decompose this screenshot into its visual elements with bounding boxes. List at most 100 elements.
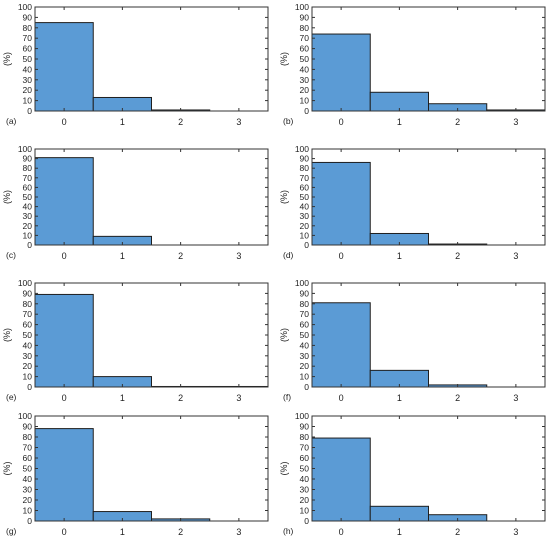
y-tick-label: 50 xyxy=(23,54,33,64)
y-tick-label: 60 xyxy=(300,320,310,330)
y-tick-label: 80 xyxy=(23,23,33,33)
y-tick-label: 20 xyxy=(300,361,310,371)
x-tick-label: 0 xyxy=(339,393,344,403)
y-tick-label: 70 xyxy=(300,33,310,43)
y-tick-label: 60 xyxy=(300,182,310,192)
y-tick-label: 80 xyxy=(23,163,33,173)
x-tick-label: 0 xyxy=(62,117,67,127)
y-tick-label: 50 xyxy=(300,54,310,64)
y-tick-label: 30 xyxy=(23,75,33,85)
y-tick-label: 0 xyxy=(304,106,309,116)
x-tick-label: 3 xyxy=(513,117,518,127)
y-tick-label: 40 xyxy=(300,340,310,350)
y-tick-label: 0 xyxy=(27,106,32,116)
y-tick-label: 40 xyxy=(300,202,310,212)
y-tick-label: 100 xyxy=(18,278,32,288)
y-tick-label: 70 xyxy=(300,309,310,319)
y-tick-label: 20 xyxy=(23,361,33,371)
bar xyxy=(34,157,94,246)
y-tick-label: 60 xyxy=(23,320,33,330)
y-tick-label: 30 xyxy=(300,211,310,221)
x-tick-label: 2 xyxy=(178,527,183,537)
y-tick-label: 10 xyxy=(23,372,33,382)
x-tick-label: 1 xyxy=(120,251,125,261)
x-tick-label: 0 xyxy=(62,527,67,537)
y-tick-label: 10 xyxy=(300,372,310,382)
y-tick-label: 90 xyxy=(300,422,310,432)
y-tick-label: 80 xyxy=(23,299,33,309)
y-tick-label: 30 xyxy=(23,485,33,495)
y-tick-label: 60 xyxy=(300,44,310,54)
panel-label: (f) xyxy=(283,392,291,402)
x-tick-label: 1 xyxy=(397,393,402,403)
y-tick-label: 0 xyxy=(27,516,32,526)
y-tick-label: 70 xyxy=(23,33,33,43)
x-tick-label: 1 xyxy=(397,117,402,127)
y-axis-label: (%) xyxy=(279,52,289,66)
x-tick-label: 3 xyxy=(513,251,518,261)
panel-label: (b) xyxy=(283,116,294,126)
y-tick-label: 20 xyxy=(300,221,310,231)
x-tick-label: 0 xyxy=(339,117,344,127)
y-tick-label: 60 xyxy=(23,453,33,463)
y-tick-label: 80 xyxy=(23,432,33,442)
x-tick-label: 1 xyxy=(120,393,125,403)
y-axis-label: (%) xyxy=(279,328,289,342)
x-tick-label: 3 xyxy=(513,527,518,537)
y-axis-label: (%) xyxy=(279,190,289,204)
y-tick-label: 100 xyxy=(295,2,309,12)
bar xyxy=(311,161,371,246)
y-tick-label: 50 xyxy=(300,192,310,202)
y-tick-label: 80 xyxy=(300,432,310,442)
y-tick-label: 100 xyxy=(18,2,32,12)
y-tick-label: 90 xyxy=(23,288,33,298)
bar xyxy=(34,22,94,112)
y-tick-label: 20 xyxy=(300,495,310,505)
panel-label: (c) xyxy=(6,250,16,260)
y-tick-label: 0 xyxy=(304,382,309,392)
y-tick-label: 10 xyxy=(300,506,310,516)
y-tick-label: 0 xyxy=(27,382,32,392)
bar xyxy=(311,302,371,388)
y-axis-label: (%) xyxy=(2,52,12,66)
panel-label: (h) xyxy=(283,526,294,536)
x-tick-label: 1 xyxy=(120,117,125,127)
bar xyxy=(311,437,371,522)
y-tick-label: 100 xyxy=(295,411,309,421)
x-tick-label: 2 xyxy=(178,393,183,403)
y-tick-label: 20 xyxy=(23,85,33,95)
x-tick-label: 0 xyxy=(62,251,67,261)
y-tick-label: 40 xyxy=(23,202,33,212)
y-tick-label: 70 xyxy=(23,173,33,183)
y-tick-label: 80 xyxy=(300,163,310,173)
y-tick-label: 90 xyxy=(300,154,310,164)
y-tick-label: 20 xyxy=(23,495,33,505)
y-tick-label: 40 xyxy=(23,340,33,350)
panel-label: (d) xyxy=(283,250,294,260)
y-tick-label: 90 xyxy=(300,12,310,22)
y-tick-label: 0 xyxy=(304,240,309,250)
x-tick-label: 0 xyxy=(339,251,344,261)
y-tick-label: 90 xyxy=(23,154,33,164)
y-tick-label: 50 xyxy=(23,464,33,474)
x-tick-label: 1 xyxy=(120,527,125,537)
y-tick-label: 60 xyxy=(23,182,33,192)
y-tick-label: 10 xyxy=(23,96,33,106)
y-tick-label: 30 xyxy=(300,485,310,495)
x-tick-label: 2 xyxy=(455,117,460,127)
y-tick-label: 50 xyxy=(23,330,33,340)
y-tick-label: 60 xyxy=(23,44,33,54)
y-tick-label: 80 xyxy=(300,299,310,309)
y-tick-label: 50 xyxy=(300,330,310,340)
x-tick-label: 2 xyxy=(455,251,460,261)
panel-label: (e) xyxy=(6,392,17,402)
x-tick-label: 1 xyxy=(397,251,402,261)
y-tick-label: 20 xyxy=(23,221,33,231)
y-tick-label: 60 xyxy=(300,453,310,463)
